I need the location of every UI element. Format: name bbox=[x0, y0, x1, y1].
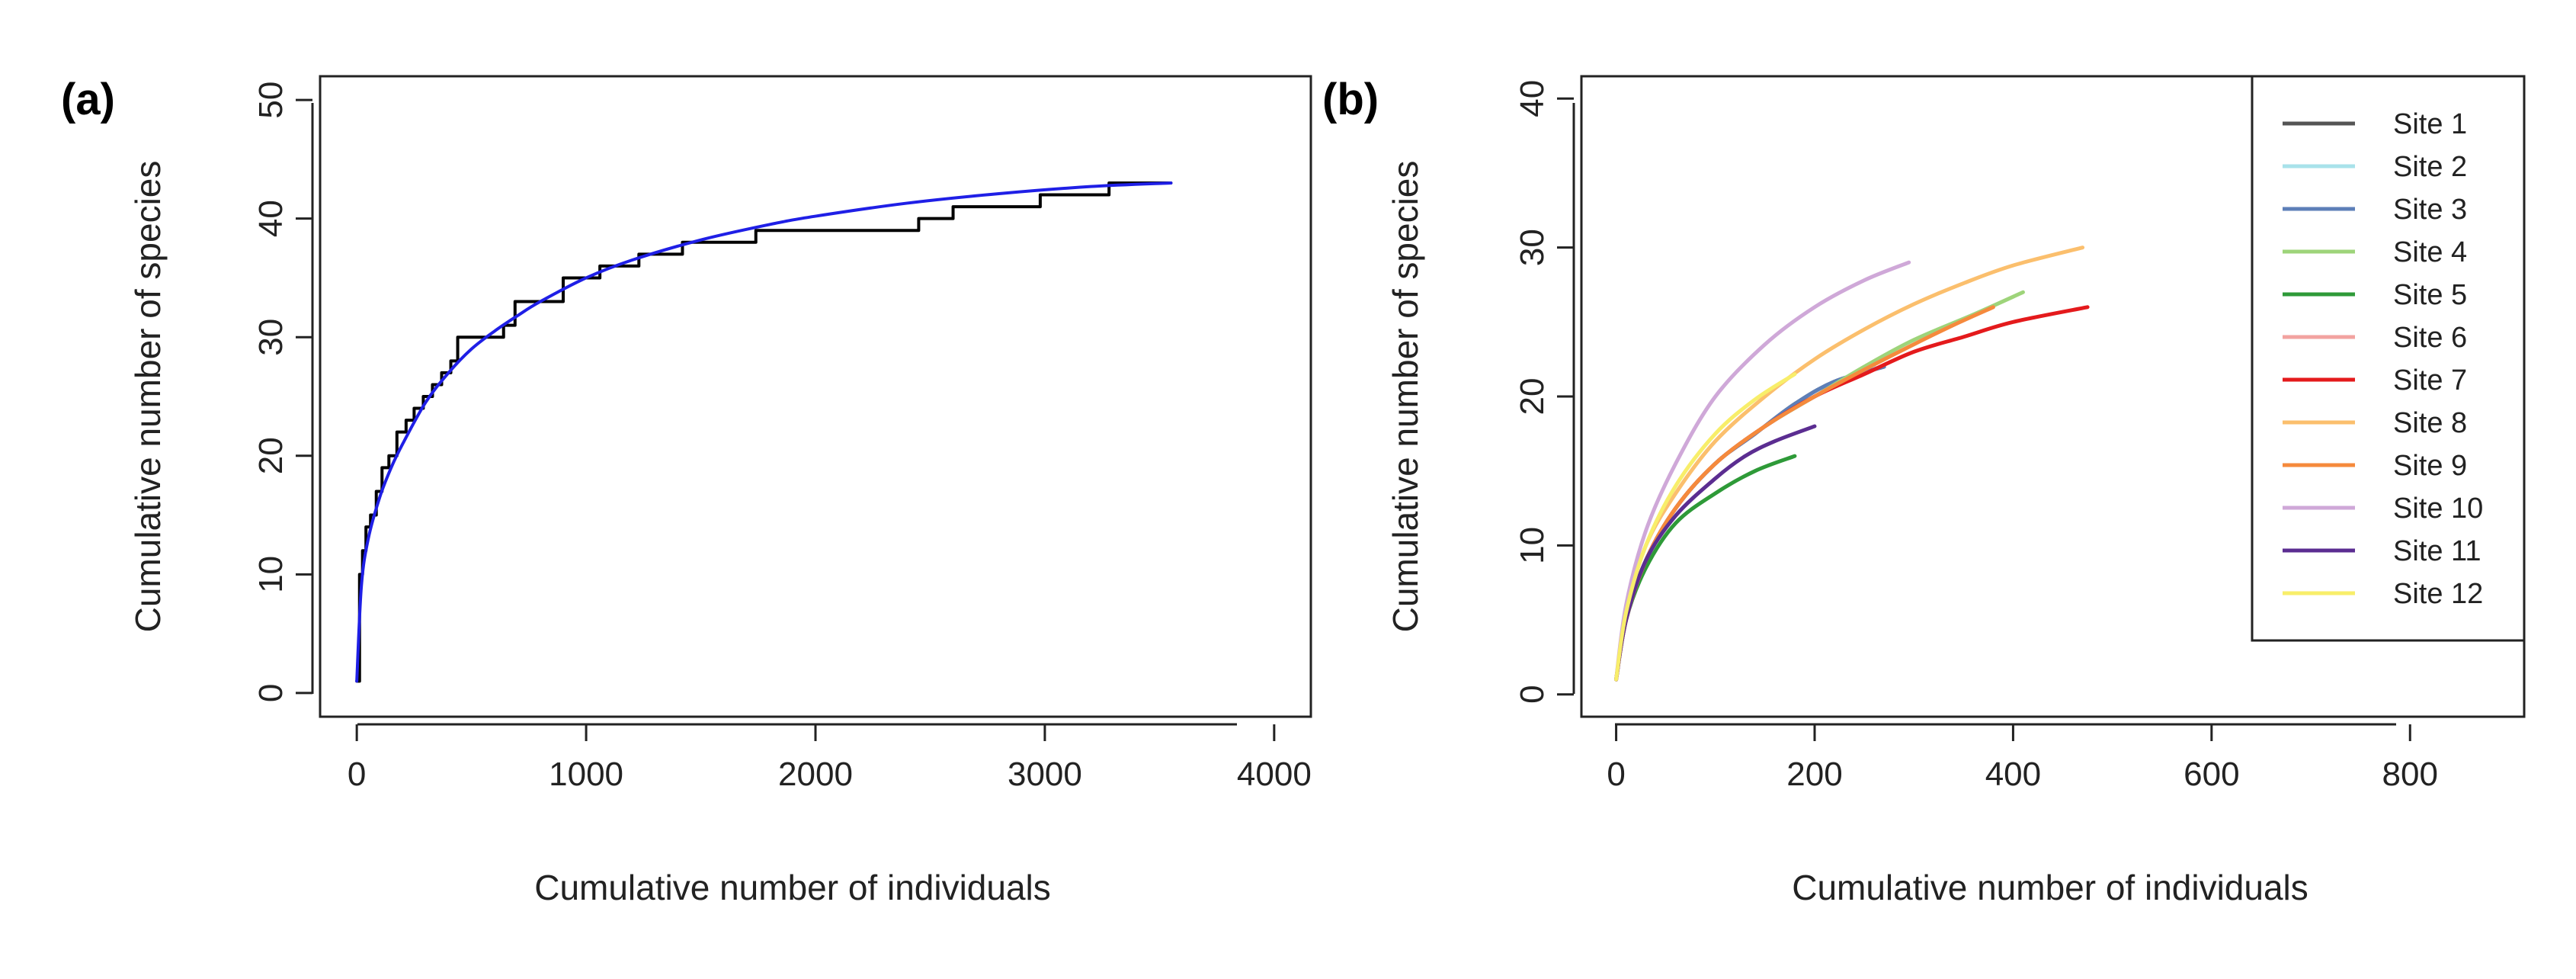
panel-b-x-tick-label: 0 bbox=[1607, 756, 1625, 793]
legend-label-site-4: Site 4 bbox=[2393, 236, 2467, 268]
legend-label-site-2: Site 2 bbox=[2393, 151, 2467, 183]
legend-label-site-11: Site 11 bbox=[2393, 535, 2481, 567]
panel-a-x-tick-label: 0 bbox=[348, 756, 366, 793]
panel-b-line-site-10 bbox=[1614, 260, 1911, 682]
panel-b-y-axis: 0 10 20 30 40 bbox=[1514, 80, 1575, 704]
panel-a-series bbox=[355, 181, 1173, 683]
panel-b-y-tick-label: 0 bbox=[1514, 685, 1551, 703]
panel-a-y-axis-title: Cumulative number of species bbox=[128, 161, 168, 633]
panel-b-y-axis-title: Cumulative number of species bbox=[1386, 161, 1425, 633]
panel-a-x-axis-title: Cumulative number of individuals bbox=[534, 868, 1051, 907]
panel-b-x-axis: 0 200 400 600 800 bbox=[1607, 723, 2438, 793]
panel-b-x-axis-title: Cumulative number of individuals bbox=[1792, 868, 2308, 907]
panel-a-label: (a) bbox=[61, 75, 115, 124]
panel-b-line-site-8 bbox=[1614, 246, 2085, 682]
legend-label-site-3: Site 3 bbox=[2393, 194, 2467, 226]
legend-label-site-10: Site 10 bbox=[2393, 493, 2483, 525]
panel-b-label: (b) bbox=[1322, 75, 1379, 124]
panel-b-legend-box bbox=[2251, 75, 2526, 642]
panel-b-x-tick-label: 400 bbox=[1985, 756, 2041, 793]
panel-b: (b) 0 10 20 30 40 0 200 400 600 800 Cumulative n… bbox=[1322, 75, 2526, 907]
panel-a-y-tick-label: 10 bbox=[252, 556, 290, 593]
panel-b-y-tick-label: 40 bbox=[1514, 80, 1551, 117]
panel-a-x-tick-label: 1000 bbox=[549, 756, 623, 793]
panel-a-y-tick-label: 40 bbox=[252, 200, 290, 237]
legend-label-site-6: Site 6 bbox=[2393, 322, 2467, 354]
panel-a-line-observed bbox=[355, 181, 1173, 683]
legend-label-site-12: Site 12 bbox=[2393, 578, 2483, 610]
legend-label-site-8: Site 8 bbox=[2393, 407, 2467, 439]
panel-b-y-tick-label: 20 bbox=[1514, 378, 1551, 416]
panel-b-x-tick-label: 200 bbox=[1786, 756, 1842, 793]
legend-label-site-9: Site 9 bbox=[2393, 450, 2467, 482]
panel-b-series bbox=[1614, 246, 2090, 682]
panel-b-y-tick-label: 10 bbox=[1514, 527, 1551, 564]
panel-a-x-axis: 0 1000 2000 3000 4000 bbox=[348, 723, 1312, 793]
panel-a-plot-frame bbox=[319, 75, 1312, 718]
panel-b-x-tick-label: 800 bbox=[2382, 756, 2438, 793]
legend-label-site-1: Site 1 bbox=[2393, 108, 2467, 140]
legend-label-site-5: Site 5 bbox=[2393, 279, 2467, 311]
panel-a-y-tick-label: 0 bbox=[252, 684, 290, 702]
panel-a-y-tick-label: 20 bbox=[252, 437, 290, 474]
legend-label-site-7: Site 7 bbox=[2393, 364, 2467, 396]
panel-a: (a) 0 10 20 30 40 50 0 1000 2000 3000 4000 Cumula… bbox=[61, 75, 1312, 907]
panel-b-y-tick-label: 30 bbox=[1514, 229, 1551, 266]
panel-a-y-tick-label: 30 bbox=[252, 319, 290, 356]
panel-b-legend: Site 1 Site 2 Site 3 Site 4 Site 5 Site 6 Site… bbox=[2251, 75, 2526, 642]
panel-b-x-tick-label: 600 bbox=[2184, 756, 2239, 793]
panel-a-y-axis: 0 10 20 30 40 50 bbox=[252, 82, 314, 702]
panel-a-y-tick-label: 50 bbox=[252, 82, 290, 119]
panel-a-line-fitted bbox=[355, 181, 1173, 683]
panel-a-x-tick-label: 4000 bbox=[1237, 756, 1312, 793]
panel-a-x-tick-label: 3000 bbox=[1008, 756, 1082, 793]
panel-a-x-tick-label: 2000 bbox=[778, 756, 853, 793]
panel-b-line-site-12 bbox=[1614, 372, 1797, 682]
